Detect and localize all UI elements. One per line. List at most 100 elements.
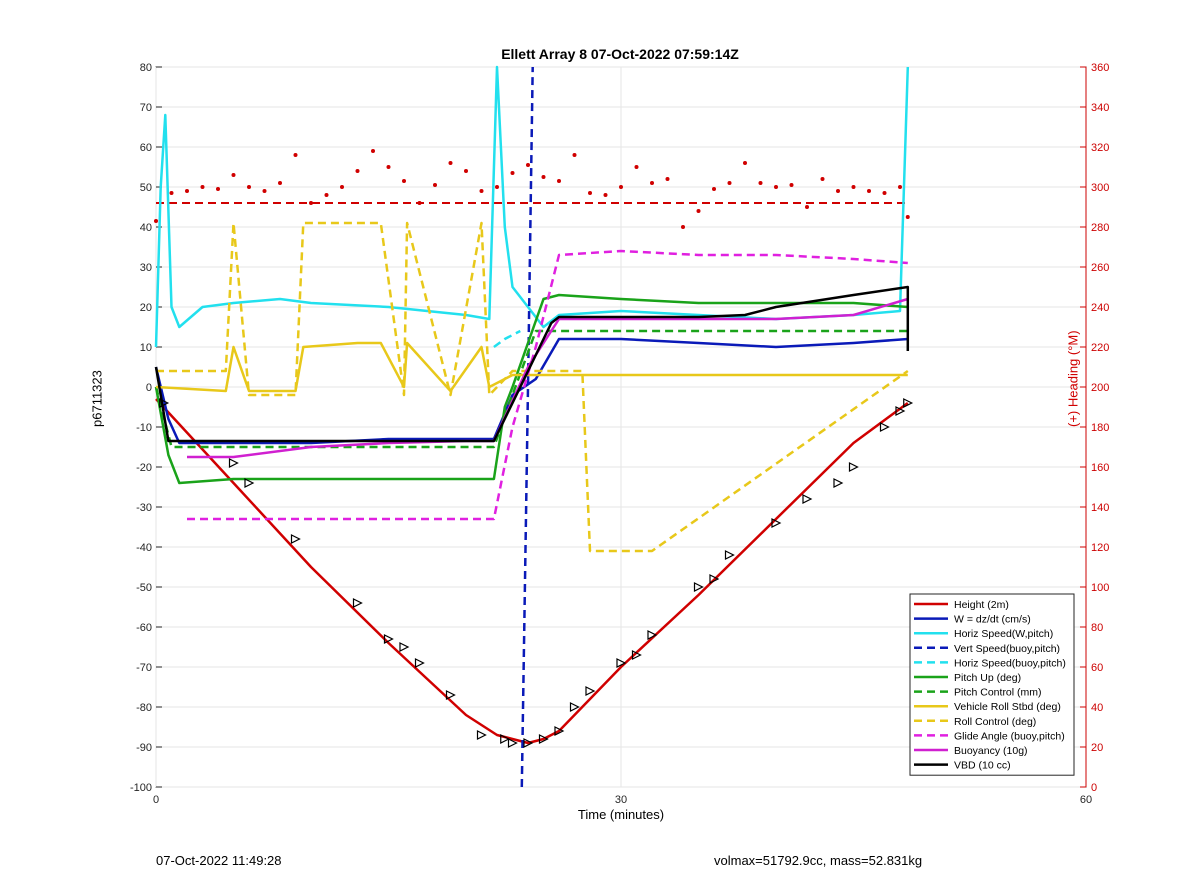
heading-dot <box>619 185 623 189</box>
dive-marker <box>476 730 487 740</box>
heading-dot <box>541 175 546 179</box>
heading-dot <box>665 177 670 181</box>
heading-dot <box>882 191 887 195</box>
tick-label-y2: 40 <box>1091 702 1103 714</box>
tick-label-y2: 20 <box>1091 742 1103 754</box>
dive-marker <box>802 494 813 504</box>
heading-dot <box>324 193 329 197</box>
series-line-7 <box>155 341 908 393</box>
dive-marker <box>895 406 906 416</box>
dive-marker <box>647 630 658 640</box>
dive-marker <box>352 598 363 608</box>
series-line-8 <box>156 221 909 553</box>
dive-marker <box>399 642 410 652</box>
dive-marker <box>523 738 534 748</box>
heading-dot <box>169 191 174 195</box>
heading-dot <box>572 153 577 157</box>
footer-volmax-mass: volmax=51792.9cc, mass=52.831kg <box>714 853 923 868</box>
heading-dot <box>789 183 794 187</box>
legend-label: Horiz Speed(buoy,pitch) <box>954 657 1066 669</box>
heading-dot <box>495 185 499 189</box>
tick-label-y2: 120 <box>1091 542 1109 554</box>
dive-marker <box>616 658 627 668</box>
legend-label: VBD (10 cc) <box>954 760 1011 772</box>
heading-dot <box>386 165 391 169</box>
dive-marker <box>848 462 859 472</box>
heading-dot <box>588 191 592 195</box>
dive-marker <box>833 478 844 488</box>
tick-label-y2: 160 <box>1091 462 1109 474</box>
series-line-0 <box>155 398 909 745</box>
heading-dot <box>247 185 251 189</box>
dive-marker <box>228 458 239 468</box>
x-axis-label: Time (minutes) <box>577 807 665 822</box>
dive-marker <box>414 658 425 668</box>
heading-dot <box>340 185 344 189</box>
dive-marker <box>709 574 720 584</box>
heading-dot <box>557 179 561 183</box>
tick-label-y2: 220 <box>1091 342 1109 354</box>
tick-label-y2: 260 <box>1091 262 1109 274</box>
dive-marker <box>290 534 301 544</box>
legend-box <box>909 593 1075 776</box>
tick-label-y2: 340 <box>1091 102 1109 114</box>
tick-label-x: 60 <box>1080 794 1092 806</box>
heading-dot <box>774 185 778 189</box>
heading-dot <box>696 209 701 213</box>
tick-label-y: -50 <box>136 582 152 594</box>
y2-axis-label: (+) Heading (°M) <box>1065 330 1081 427</box>
heading-dot <box>650 181 654 185</box>
dive-marker <box>569 702 580 712</box>
dive-marker <box>631 650 642 660</box>
legend-label: Vehicle Roll Stbd (deg) <box>954 701 1061 713</box>
dive-marker <box>445 690 456 700</box>
heading-dot <box>712 187 716 191</box>
tick-label-x: 30 <box>615 794 627 806</box>
series-line-3 <box>520 66 534 788</box>
dive-marker <box>879 422 890 432</box>
dive-marker <box>693 582 704 592</box>
tick-label-y2: 320 <box>1091 142 1109 154</box>
heading-dot <box>526 163 530 167</box>
dive-marker <box>554 726 565 736</box>
dive-marker <box>159 398 170 408</box>
legend-label: Glide Angle (buoy,pitch) <box>954 730 1065 742</box>
heading-dot <box>355 169 360 173</box>
dive-marker <box>507 738 518 748</box>
tick-label-y2: 180 <box>1091 422 1109 434</box>
dive-marker <box>244 478 255 488</box>
tick-label-y: -70 <box>136 662 152 674</box>
heading-dot <box>278 181 282 185</box>
heading-dot <box>743 161 747 165</box>
tick-label-y2: 100 <box>1091 582 1109 594</box>
legend-label: Roll Control (deg) <box>954 716 1036 728</box>
heading-dot <box>231 173 236 177</box>
tick-label-y2: 300 <box>1091 182 1109 194</box>
tick-label-y2: 240 <box>1091 302 1109 314</box>
tick-label-y: 70 <box>140 102 152 114</box>
tick-label-y: -60 <box>136 622 152 634</box>
tick-label-y: 10 <box>140 342 152 354</box>
series-line-4 <box>493 329 521 349</box>
tick-label-y: 20 <box>140 302 152 314</box>
tick-label-y: 80 <box>140 62 152 74</box>
heading-dot <box>200 185 205 189</box>
heading-dot <box>867 189 871 193</box>
heading-dot <box>417 201 422 205</box>
tick-label-y: 30 <box>140 262 152 274</box>
tick-label-x: 0 <box>153 794 159 806</box>
tick-label-y2: 280 <box>1091 222 1109 234</box>
dive-marker <box>903 398 914 408</box>
tick-label-y: -80 <box>136 702 152 714</box>
heading-dot <box>464 169 468 173</box>
series-line-11 <box>154 285 910 443</box>
dive-marker <box>771 518 782 528</box>
heading-dot <box>820 177 825 181</box>
tick-label-y: 60 <box>140 142 152 154</box>
legend-label: Height (2m) <box>954 599 1009 611</box>
heading-dot <box>371 149 375 153</box>
legend-label: W = dz/dt (cm/s) <box>954 614 1031 626</box>
heading-dot <box>805 205 809 209</box>
dive-marker <box>585 686 596 696</box>
